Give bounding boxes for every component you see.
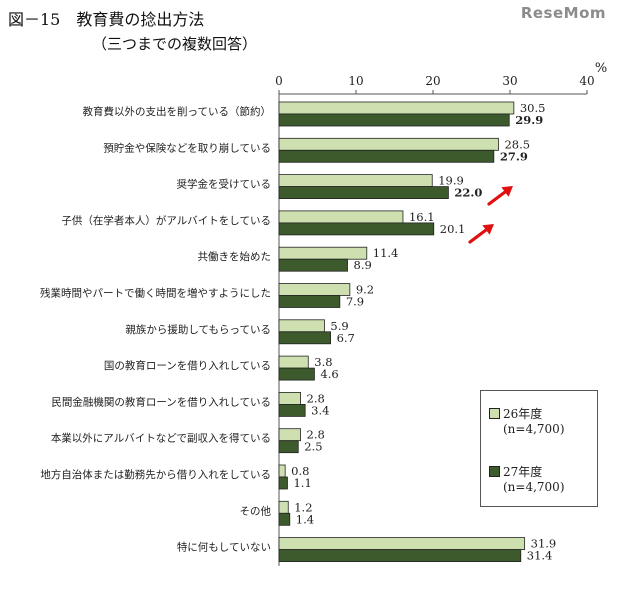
- bar-27: [278, 222, 435, 236]
- legend-n-26: (n=4,700): [503, 422, 565, 436]
- data-label-27: 6.7: [337, 331, 355, 345]
- unit-label: %: [595, 61, 607, 76]
- bar-27: [278, 403, 306, 417]
- arrow-head: [482, 224, 494, 235]
- legend-swatch-27: [489, 466, 500, 477]
- data-label-26: 0.8: [291, 464, 309, 478]
- chart-subtitle: （三つまでの複数回答）: [92, 35, 258, 53]
- data-label-27: 8.9: [354, 258, 372, 272]
- data-label-27: 20.1: [440, 222, 466, 236]
- category-label: 国の教育ローンを借り入れしている: [104, 359, 271, 372]
- chart-title: 図－15 教育費の捻出方法: [8, 10, 205, 29]
- data-label-26: 5.9: [330, 319, 348, 333]
- x-tick-label: 10: [348, 74, 363, 88]
- bar-26: [278, 464, 286, 478]
- x-tick-label: 40: [579, 74, 594, 88]
- data-label-27: 22.0: [454, 186, 482, 200]
- x-tick-label: 20: [425, 74, 440, 88]
- legend-label-26: 26年度: [503, 407, 543, 421]
- data-label-26: 28.5: [504, 137, 530, 151]
- bar-26: [278, 210, 404, 224]
- bar-26: [278, 174, 433, 188]
- category-label: 奨学金を受けている: [177, 178, 272, 191]
- bar-27: [278, 113, 510, 127]
- data-label-26: 1.2: [294, 500, 312, 514]
- bar-26: [278, 355, 309, 369]
- legend-item-27: 27年度 (n=4,700): [489, 463, 565, 494]
- data-label-27: 7.9: [346, 295, 364, 309]
- category-label: 共働きを始めた: [198, 250, 272, 263]
- data-label-27: 1.1: [293, 476, 311, 490]
- bar-26: [278, 101, 515, 115]
- bar-27: [278, 149, 495, 163]
- category-label: 子供（在学者本人）がアルバイトをしている: [61, 214, 271, 227]
- category-label: その他: [240, 504, 272, 517]
- bar-27: [278, 549, 522, 562]
- category-label: 本業以外にアルバイトなどで副収入を得ている: [51, 432, 271, 445]
- arrow-shaft: [468, 228, 488, 244]
- bar-27: [278, 295, 341, 308]
- data-label-26: 9.2: [356, 283, 374, 297]
- data-label-27: 27.9: [500, 149, 528, 163]
- bar-26: [278, 319, 325, 333]
- legend-swatch-26: [489, 408, 500, 419]
- data-label-26: 3.8: [314, 355, 332, 369]
- bar-27: [278, 512, 291, 526]
- data-label-26: 19.9: [438, 174, 464, 188]
- arrow-shaft: [487, 190, 507, 206]
- data-label-26: 31.9: [531, 537, 557, 551]
- category-label: 教育費以外の支出を削っている（節約）: [83, 105, 271, 118]
- bar-27: [278, 186, 449, 200]
- data-label-26: 11.4: [373, 246, 399, 260]
- data-label-27: 4.6: [320, 367, 338, 381]
- category-label: 預貯金や保険などを取り崩している: [103, 141, 271, 154]
- legend-n-27: (n=4,700): [503, 480, 565, 494]
- data-label-26: 30.5: [520, 101, 546, 115]
- arrow-head: [501, 186, 513, 197]
- bar-27: [278, 367, 315, 381]
- data-label-27: 29.9: [515, 113, 543, 127]
- bar-26: [278, 283, 351, 296]
- x-tick-label: 30: [502, 74, 517, 88]
- category-label: 残業時間やパートで働く時間を増やすようにした: [40, 287, 271, 300]
- data-label-27: 31.4: [527, 549, 553, 563]
- bar-26: [278, 500, 289, 514]
- category-label: 特に何もしていない: [177, 541, 271, 554]
- data-label-27: 2.5: [304, 440, 322, 454]
- category-label: 民間金融機関の教育ローンを借り入れしている: [51, 395, 271, 408]
- bar-27: [278, 331, 331, 345]
- data-label-26: 2.8: [307, 391, 325, 405]
- data-label-26: 16.1: [409, 210, 435, 224]
- logo: ReseMom: [520, 4, 606, 22]
- legend: 26年度 (n=4,700) 27年度 (n=4,700): [480, 390, 598, 507]
- x-tick-label: 0: [275, 74, 283, 88]
- bar-26: [278, 391, 301, 405]
- category-label: 親族から援助してもらっている: [125, 323, 271, 336]
- bar-27: [278, 440, 299, 454]
- bar-26: [278, 137, 499, 151]
- data-label-26: 2.8: [307, 428, 325, 442]
- bar-27: [278, 476, 288, 490]
- bar-26: [278, 537, 526, 550]
- data-label-27: 1.4: [296, 512, 314, 526]
- legend-label-27: 27年度: [503, 465, 543, 479]
- bar-27: [278, 258, 348, 272]
- category-label: 地方自治体または勤務先から借り入れをしている: [40, 468, 271, 481]
- bar-26: [278, 428, 301, 442]
- data-label-27: 3.4: [311, 403, 329, 417]
- legend-item-26: 26年度 (n=4,700): [489, 405, 565, 436]
